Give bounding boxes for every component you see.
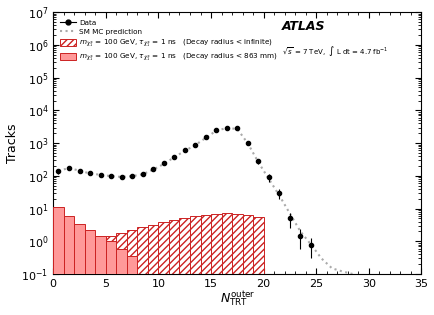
Legend: Data, SM MC prediction, $m_{\tilde{\chi}_{1}^{\pm}}$ = 100 GeV, $\tau_{\tilde{\c: Data, SM MC prediction, $m_{\tilde{\chi}…	[57, 16, 281, 66]
Bar	[95, 239, 106, 315]
Text: ATLAS: ATLAS	[282, 20, 325, 33]
Bar	[64, 216, 74, 315]
Bar	[232, 214, 243, 315]
X-axis label: $N_{\mathrm{TRT}}^{\mathrm{outer}}$: $N_{\mathrm{TRT}}^{\mathrm{outer}}$	[220, 290, 255, 309]
Bar	[201, 215, 211, 315]
Bar	[127, 256, 138, 315]
Bar	[106, 241, 116, 315]
Bar	[127, 230, 138, 315]
Bar	[106, 236, 116, 315]
Bar	[253, 217, 263, 315]
Bar	[85, 230, 95, 315]
Bar	[243, 215, 253, 315]
Bar	[116, 249, 127, 315]
Bar	[138, 227, 148, 315]
Bar	[169, 220, 180, 315]
Bar	[180, 218, 190, 315]
Bar	[74, 224, 85, 315]
Bar	[158, 222, 169, 315]
Bar	[53, 207, 64, 315]
Bar	[221, 213, 232, 315]
Text: $\sqrt{s}$ = 7 TeV,  $\int$ L dt = 4.7 fb$^{-1}$: $\sqrt{s}$ = 7 TeV, $\int$ L dt = 4.7 fb…	[282, 43, 388, 58]
Bar	[211, 214, 221, 315]
Bar	[116, 233, 127, 315]
Bar	[95, 236, 106, 315]
Y-axis label: Tracks: Tracks	[6, 123, 19, 163]
Bar	[148, 225, 158, 315]
Bar	[190, 216, 201, 315]
